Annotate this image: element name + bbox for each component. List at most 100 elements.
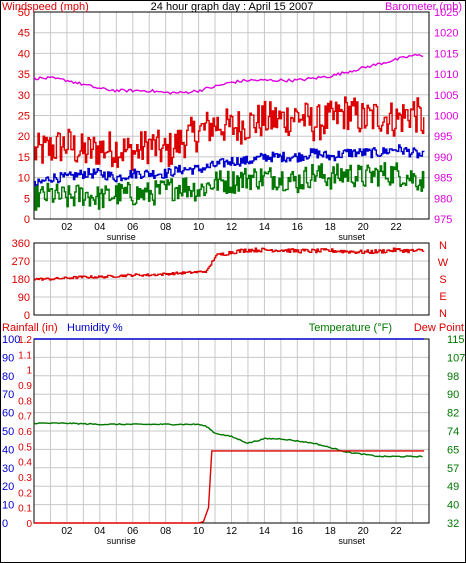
humidity-axis-label: Humidity %: [67, 322, 123, 334]
plot-border: [33, 242, 430, 316]
y-tick-label-right: 1020: [434, 28, 458, 40]
temp-tick-label: 65: [447, 444, 459, 456]
series-avg: [34, 144, 425, 187]
x-annotation-sunset: sunset: [338, 536, 365, 546]
rain-tick-label: 0.6: [18, 427, 32, 438]
rain-tick-label: 0.2: [18, 488, 32, 499]
series-temp: [33, 422, 423, 458]
y-tick-label-right: 990: [434, 152, 452, 164]
y-tick-label-right: 1005: [434, 90, 458, 102]
humidity-tick-label: 60: [2, 408, 14, 420]
x-tick-label: 14: [259, 222, 271, 233]
series-baro: [33, 53, 424, 95]
y-tick-label-right: 985: [434, 173, 452, 185]
wind-direction-panel: [33, 242, 430, 316]
x-tick-label: 06: [127, 222, 139, 233]
humidity-tick-label: 10: [2, 500, 14, 512]
y-tick-label-right: 1000: [434, 111, 458, 123]
humidity-tick-label: 20: [2, 481, 14, 493]
x-annotation-sunrise: sunrise: [107, 232, 136, 242]
temp-tick-label: 49: [447, 481, 459, 493]
y-tick-label-left: 10: [18, 173, 30, 185]
y-tick-label: 180: [12, 274, 30, 286]
rain-tick-label: 0.9: [18, 381, 32, 392]
x-annotation-sunrise: sunrise: [107, 536, 136, 546]
rain-tick-label: 1.1: [18, 350, 32, 361]
rain-tick-label: 0.5: [18, 442, 32, 453]
wind-baro-panel: [33, 11, 430, 220]
y-tick-label: 0: [24, 310, 30, 322]
rain-axis-label: Rainfall (in): [2, 322, 58, 334]
series-gust: [34, 96, 425, 172]
temp-tick-label: 74: [447, 426, 459, 438]
compass-label-N: N: [439, 308, 447, 320]
x-tick-label: 16: [292, 222, 304, 233]
x-tick-label: 12: [226, 222, 238, 233]
temp-tick-label: 57: [447, 463, 459, 475]
temp-tick-label: 82: [447, 408, 459, 420]
humidity-tick-label: 90: [2, 352, 14, 364]
x-tick-label: 16: [292, 526, 304, 537]
chart-title: 24 hour graph day : April 15 2007: [151, 1, 314, 13]
rain-tick-label: 0: [26, 519, 32, 530]
compass-label-N: N: [439, 240, 447, 252]
y-tick-label-right: 1015: [434, 48, 458, 60]
y-tick-label: 360: [12, 238, 30, 250]
plot-border: [33, 11, 430, 220]
y-tick-label-right: 1010: [434, 69, 458, 81]
y-tick-label-right: 975: [434, 214, 452, 226]
humidity-tick-label: 50: [2, 426, 14, 438]
temp-tick-label: 90: [447, 389, 459, 401]
rain-tick-label: 0.8: [18, 396, 32, 407]
x-tick-label: 10: [193, 222, 205, 233]
humidity-tick-label: 0: [2, 518, 8, 530]
humidity-tick-label: 80: [2, 371, 14, 383]
rain-tick-label: 0.3: [18, 473, 32, 484]
x-tick-label: 02: [61, 222, 73, 233]
x-annotation-sunset: sunset: [338, 232, 365, 242]
dewpoint-label: Dew Point: [414, 322, 464, 334]
series-rain: [34, 450, 425, 524]
compass-label-S: S: [439, 274, 446, 286]
x-tick-label: 10: [193, 526, 205, 537]
humidity-tick-label: 70: [2, 389, 14, 401]
humidity-tick-label: 40: [2, 444, 14, 456]
temp-tick-label: 32: [447, 518, 459, 530]
y-tick-label: 90: [18, 292, 30, 304]
x-tick-label: 08: [160, 526, 172, 537]
x-tick-label: 04: [94, 222, 106, 233]
y-tick-label-right: 995: [434, 131, 452, 143]
y-tick-label-left: 5: [24, 193, 30, 205]
x-tick-label: 22: [391, 526, 403, 537]
x-tick-label: 04: [94, 526, 106, 537]
series-dir: [34, 247, 425, 281]
rain-tick-label: 1.2: [18, 335, 32, 346]
rain-tick-label: 0.1: [18, 504, 32, 515]
y-tick-label-right: 980: [434, 193, 452, 205]
x-tick-label: 20: [358, 222, 370, 233]
y-tick-label: 270: [12, 256, 30, 268]
x-tick-label: 18: [325, 526, 337, 537]
temp-tick-label: 115: [447, 334, 465, 346]
y-tick-label-left: 50: [18, 7, 30, 19]
y-tick-label-left: 40: [18, 48, 30, 60]
x-tick-label: 20: [358, 526, 370, 537]
x-tick-label: 08: [160, 222, 172, 233]
y-tick-label-left: 45: [18, 28, 30, 40]
x-tick-label: 06: [127, 526, 139, 537]
humidity-tick-label: 30: [2, 463, 14, 475]
compass-label-W: W: [438, 257, 449, 269]
x-tick-label: 14: [259, 526, 271, 537]
x-tick-label: 02: [61, 526, 73, 537]
x-tick-label: 12: [226, 526, 238, 537]
y-tick-label-left: 35: [18, 69, 30, 81]
left-axis-label: Windspeed (mph): [2, 1, 89, 13]
compass-label-E: E: [439, 291, 446, 303]
x-tick-label: 18: [325, 222, 337, 233]
temp-tick-label: 98: [447, 371, 459, 383]
y-tick-label-left: 30: [18, 90, 30, 102]
y-tick-label-left: 20: [18, 131, 30, 143]
right-axis-label: Barometer (mb): [385, 1, 462, 13]
y-tick-label-left: 15: [18, 152, 30, 164]
